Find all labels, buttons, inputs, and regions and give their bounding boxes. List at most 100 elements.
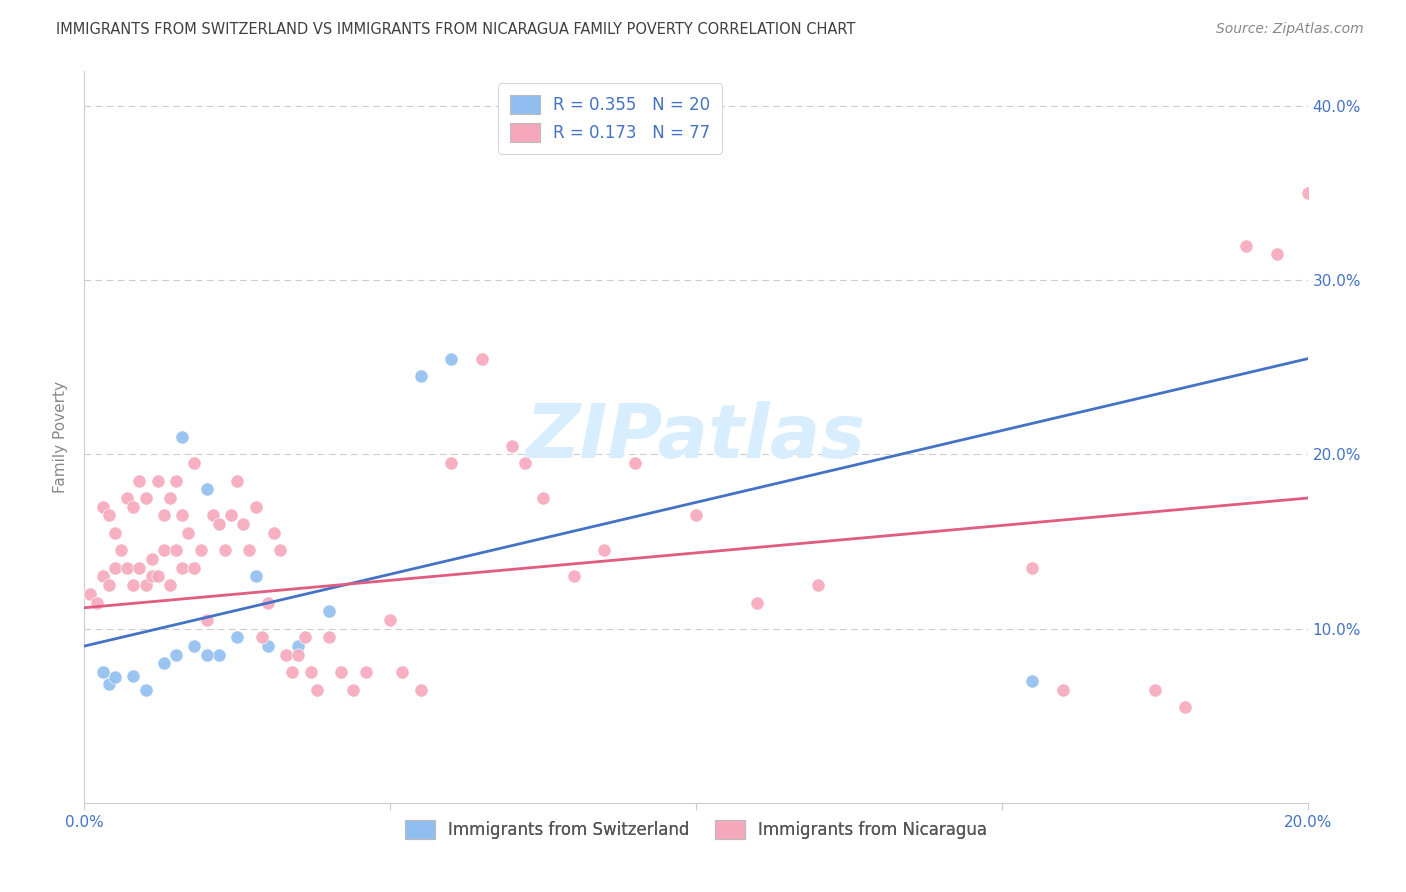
Point xyxy=(299,665,322,680)
Point xyxy=(104,560,127,574)
Point xyxy=(128,560,150,574)
Point xyxy=(1296,186,1319,201)
Point xyxy=(153,508,176,523)
Point xyxy=(330,665,353,680)
Point xyxy=(318,631,340,645)
Point xyxy=(135,578,157,592)
Point xyxy=(165,543,187,558)
Point xyxy=(214,543,236,558)
Point xyxy=(440,351,463,366)
Point xyxy=(159,578,181,592)
Point xyxy=(190,543,212,558)
Point xyxy=(122,668,145,682)
Point xyxy=(159,491,181,505)
Point xyxy=(104,670,127,684)
Point xyxy=(276,648,298,662)
Point xyxy=(380,613,402,627)
Point xyxy=(1143,682,1166,697)
Point xyxy=(97,677,120,691)
Point xyxy=(153,657,176,671)
Point xyxy=(208,517,231,532)
Point xyxy=(91,569,114,583)
Point xyxy=(1265,247,1288,261)
Point xyxy=(104,525,127,540)
Point xyxy=(172,430,194,444)
Point xyxy=(141,569,163,583)
Point xyxy=(219,508,242,523)
Point xyxy=(807,578,830,592)
Point xyxy=(91,500,114,514)
Point xyxy=(153,543,176,558)
Point xyxy=(294,631,316,645)
Point xyxy=(263,525,285,540)
Point xyxy=(287,648,309,662)
Point xyxy=(122,500,145,514)
Point xyxy=(250,631,273,645)
Point xyxy=(146,474,169,488)
Point xyxy=(409,369,432,384)
Point xyxy=(624,456,647,470)
Point xyxy=(269,543,291,558)
Point xyxy=(79,587,101,601)
Point xyxy=(409,682,432,697)
Y-axis label: Family Poverty: Family Poverty xyxy=(53,381,69,493)
Point xyxy=(245,569,267,583)
Point xyxy=(318,604,340,618)
Point xyxy=(1174,700,1197,714)
Point xyxy=(245,500,267,514)
Point xyxy=(471,351,494,366)
Point xyxy=(685,508,707,523)
Text: Source: ZipAtlas.com: Source: ZipAtlas.com xyxy=(1216,22,1364,37)
Point xyxy=(141,552,163,566)
Point xyxy=(195,648,218,662)
Point xyxy=(226,631,249,645)
Point xyxy=(97,578,120,592)
Point xyxy=(1021,673,1043,688)
Point xyxy=(562,569,585,583)
Point xyxy=(177,525,200,540)
Point xyxy=(513,456,536,470)
Point xyxy=(135,491,157,505)
Legend: Immigrants from Switzerland, Immigrants from Nicaragua: Immigrants from Switzerland, Immigrants … xyxy=(398,814,994,846)
Point xyxy=(115,560,138,574)
Point xyxy=(183,560,205,574)
Point xyxy=(593,543,616,558)
Point xyxy=(172,560,194,574)
Point xyxy=(115,491,138,505)
Point xyxy=(232,517,254,532)
Point xyxy=(195,483,218,497)
Point xyxy=(1236,238,1258,252)
Point xyxy=(91,665,114,680)
Point xyxy=(195,613,218,627)
Point xyxy=(172,508,194,523)
Point xyxy=(747,595,769,609)
Point xyxy=(354,665,377,680)
Point xyxy=(201,508,224,523)
Point xyxy=(226,474,249,488)
Point xyxy=(1021,560,1043,574)
Point xyxy=(128,474,150,488)
Point xyxy=(1052,682,1074,697)
Point xyxy=(97,508,120,523)
Point xyxy=(305,682,328,697)
Point xyxy=(257,639,280,653)
Point xyxy=(165,474,187,488)
Point xyxy=(165,648,187,662)
Point xyxy=(146,569,169,583)
Point xyxy=(531,491,554,505)
Point xyxy=(287,639,309,653)
Point xyxy=(257,595,280,609)
Point xyxy=(391,665,413,680)
Point xyxy=(502,439,524,453)
Point xyxy=(122,578,145,592)
Point xyxy=(208,648,231,662)
Text: ZIPatlas: ZIPatlas xyxy=(526,401,866,474)
Point xyxy=(440,456,463,470)
Point xyxy=(183,456,205,470)
Point xyxy=(342,682,364,697)
Point xyxy=(86,595,108,609)
Point xyxy=(281,665,304,680)
Point xyxy=(183,639,205,653)
Point xyxy=(238,543,260,558)
Text: IMMIGRANTS FROM SWITZERLAND VS IMMIGRANTS FROM NICARAGUA FAMILY POVERTY CORRELAT: IMMIGRANTS FROM SWITZERLAND VS IMMIGRANT… xyxy=(56,22,856,37)
